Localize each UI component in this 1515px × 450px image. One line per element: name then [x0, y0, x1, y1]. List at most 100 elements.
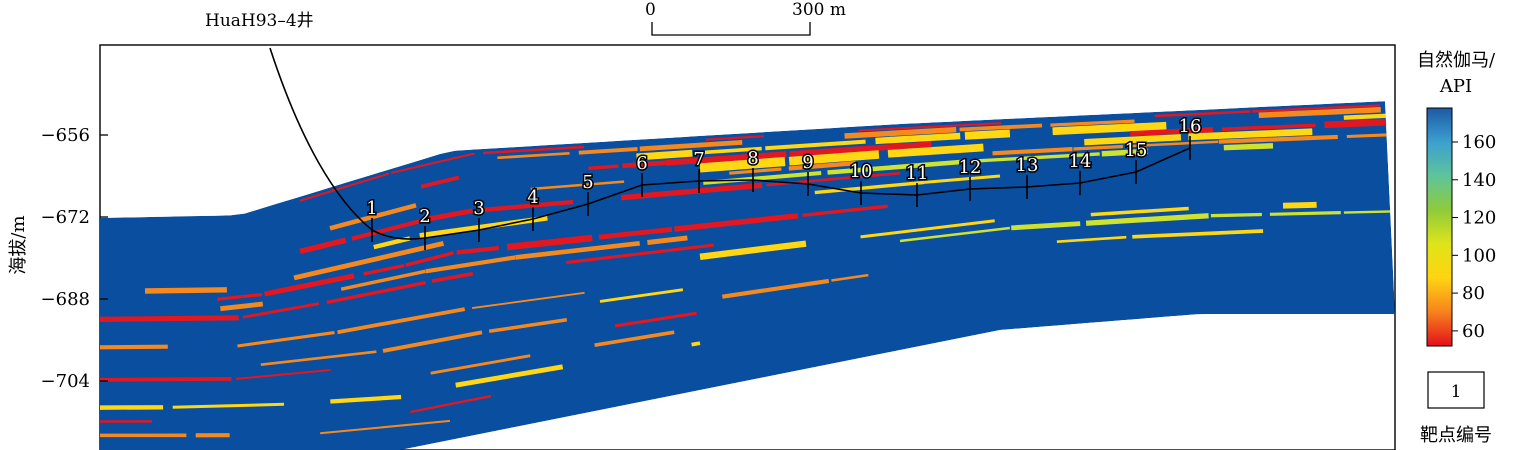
layer-streak	[858, 122, 1002, 132]
layer-streak	[420, 175, 460, 189]
layer-streak	[506, 234, 593, 251]
colorbar-unit: API	[1439, 76, 1472, 97]
layer-streak	[263, 273, 355, 297]
layer-streak	[410, 394, 492, 414]
target-point-label: 14	[1069, 151, 1092, 172]
layer-streak	[814, 180, 925, 195]
target-point-label: 8	[747, 148, 758, 169]
colorbar: 自然伽马/ API 60 80 100 120 140 160	[1417, 50, 1496, 347]
colorbar-tick-label: 60	[1462, 321, 1485, 342]
layer-streak	[1258, 106, 1381, 119]
layer-streak	[236, 368, 331, 380]
layer-streak	[293, 241, 445, 281]
layer-streak	[172, 402, 285, 409]
target-point-label: 10	[850, 161, 873, 182]
layer-streak	[622, 160, 666, 169]
target-point-label: 13	[1016, 155, 1039, 176]
layer-streak	[1346, 133, 1390, 139]
layer-streak	[1084, 134, 1182, 146]
target-point-label: 4	[527, 187, 538, 208]
y-tick-label: −672	[41, 207, 90, 228]
layer-streak	[382, 330, 483, 353]
layer-streak	[100, 344, 168, 350]
target-point-label: 9	[802, 152, 813, 173]
target-point-label: 12	[959, 157, 982, 178]
layer-streak	[456, 245, 500, 255]
layer-streak	[599, 288, 684, 303]
target-point-label: 2	[419, 206, 430, 227]
layer-streak	[1154, 110, 1251, 118]
layer-streak	[220, 301, 264, 312]
layer-streak	[479, 199, 574, 213]
layer-streak	[488, 318, 568, 334]
scale-bar: 0 300 m	[645, 0, 846, 36]
layer-streak	[427, 208, 473, 222]
target-point-label: 13	[1016, 155, 1039, 176]
y-tick-label: −688	[41, 289, 90, 310]
layer-streak	[1324, 118, 1395, 129]
layer-streak	[1188, 128, 1313, 141]
layer-streak	[100, 377, 232, 382]
layer-streak	[594, 330, 675, 347]
layer-streak	[430, 354, 531, 375]
well-name-label: HuaH93–4井	[205, 11, 314, 31]
layer-streak	[299, 172, 390, 202]
target-point-label: 11	[906, 163, 929, 184]
layer-streak	[363, 263, 405, 276]
target-point-label: 2	[419, 206, 430, 227]
layer-streak	[340, 269, 426, 291]
layer-streak	[788, 161, 856, 171]
layer-streak	[973, 152, 1100, 163]
layer-streak	[1130, 127, 1214, 137]
layer-streak	[217, 292, 263, 301]
colorbar-title: 自然伽马/	[1417, 50, 1496, 71]
target-point-label: 15	[1125, 140, 1148, 161]
layer-streak	[299, 237, 347, 255]
layer-streak	[471, 291, 585, 310]
layer-streak	[598, 226, 673, 240]
layer-streak	[1126, 140, 1219, 148]
colorbar-scale	[1426, 107, 1453, 347]
layer-streak	[765, 139, 866, 151]
layer-streak	[788, 150, 880, 166]
layer-streak	[875, 132, 961, 145]
colorbar-tick-label: 140	[1462, 170, 1496, 191]
target-point-label: 1	[366, 198, 377, 219]
target-point-label: 1	[366, 198, 377, 219]
layer-streak	[1252, 104, 1381, 113]
target-point-label: 7	[693, 149, 704, 170]
layer-streak	[691, 341, 701, 347]
layer-streak	[578, 147, 638, 155]
layer-streak	[1343, 210, 1395, 214]
layer-streak	[1282, 201, 1317, 209]
scale-end-label: 300 m	[792, 0, 846, 20]
target-point-label: 4	[527, 187, 538, 208]
layer-streak	[329, 203, 417, 231]
target-point-label: 8	[747, 148, 758, 169]
layer-streak	[1085, 213, 1209, 226]
layer-streak	[530, 180, 625, 191]
y-axis: −656 −672 −688 −704	[41, 125, 108, 392]
target-point-label: 11	[906, 163, 929, 184]
target-point-label: 16	[1179, 116, 1202, 137]
layer-streak	[899, 226, 1011, 243]
layer-streak	[1269, 211, 1341, 216]
layer-streak	[699, 146, 762, 155]
layer-streak	[636, 149, 693, 161]
legend-box-label: 1	[1451, 382, 1462, 402]
target-point-label: 6	[636, 153, 647, 174]
layer-streak	[831, 273, 869, 282]
layer-streak	[665, 151, 787, 166]
layer-streak	[1222, 123, 1316, 132]
layer-streak	[1218, 134, 1338, 144]
mudstone-background	[100, 101, 1395, 450]
layer-streak	[237, 331, 335, 348]
layer-streak	[100, 315, 239, 322]
target-point-label: 3	[473, 198, 484, 219]
layer-streak	[827, 159, 965, 175]
layer-streak	[1210, 212, 1262, 218]
layer-streak	[647, 235, 688, 245]
layer-streak	[1090, 206, 1189, 217]
layer-streak	[391, 152, 475, 174]
